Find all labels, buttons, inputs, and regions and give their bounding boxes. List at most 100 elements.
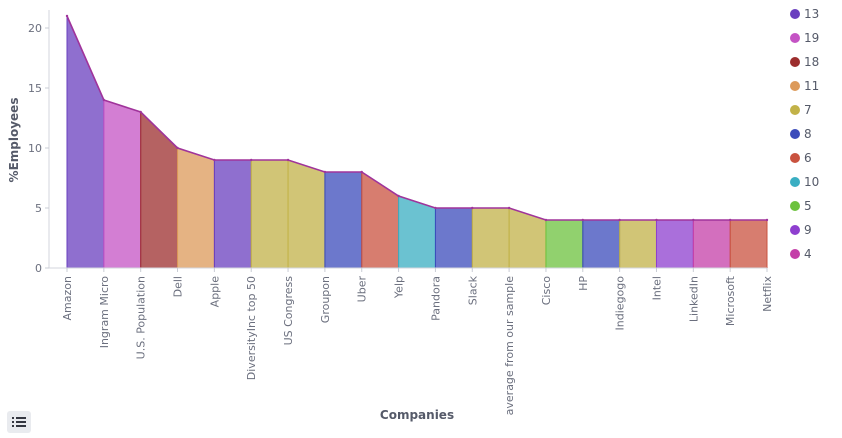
data-point (728, 218, 732, 222)
x-tick-label: Dell (172, 276, 185, 297)
x-tick-label: average from our sample (503, 276, 516, 416)
area-segment-18 (729, 219, 768, 269)
x-tick-label: Slack (466, 275, 479, 305)
data-point (434, 206, 437, 210)
y-tick-label: 10 (28, 142, 42, 155)
list-icon (12, 417, 26, 427)
legend-label: 4 (804, 247, 812, 261)
legend-swatch (790, 81, 800, 91)
legend-label: 10 (804, 175, 819, 189)
x-tick-label: Groupon (319, 276, 332, 323)
legend-swatch (790, 249, 800, 259)
area-segment-17 (692, 219, 731, 269)
data-point (507, 206, 511, 210)
x-tick-label: U.S. Population (135, 276, 148, 359)
legend-label: 7 (804, 103, 812, 117)
legend-swatch (790, 57, 800, 67)
legend-label: 18 (804, 55, 819, 69)
x-tick-label: Apple (208, 276, 221, 308)
legend-item[interactable]: 8 (790, 127, 812, 141)
area-segment-16 (655, 219, 694, 269)
area-segment-2 (140, 110, 179, 269)
data-point (323, 170, 327, 174)
area-segments (65, 14, 769, 269)
area-segment-8 (361, 171, 400, 269)
data-point (581, 218, 584, 222)
legend-item[interactable]: 10 (790, 175, 819, 189)
x-tick-label: HP (577, 276, 590, 291)
legend-item[interactable]: 11 (790, 79, 819, 93)
data-point (397, 194, 400, 198)
x-tick-label: Intel (650, 276, 663, 300)
legend-label: 13 (804, 7, 819, 21)
x-axis-title: Companies (380, 408, 454, 422)
area-segment-15 (619, 219, 657, 269)
legend-label: 11 (804, 79, 819, 93)
data-point (765, 218, 769, 222)
x-tick-label: Yelp (393, 276, 406, 299)
x-tick-label: Pandora (429, 276, 442, 321)
legend-item[interactable]: 7 (790, 103, 812, 117)
area-segment-13 (545, 219, 584, 269)
data-point (176, 146, 179, 150)
legend-label: 9 (804, 223, 812, 237)
x-tick-label: DiversityInc top 50 (245, 276, 258, 380)
data-point (250, 158, 253, 162)
area-segment-11 (471, 207, 510, 269)
area-segment-0 (66, 15, 105, 269)
data-point (286, 158, 290, 162)
x-tick-label: US Congress (282, 276, 295, 346)
area-segment-1 (103, 99, 142, 269)
data-point (692, 218, 695, 222)
legend-label: 19 (804, 31, 819, 45)
legend-item[interactable]: 9 (790, 223, 812, 237)
y-axis: 0 5 10 15 20 (28, 10, 50, 275)
x-tick-label: LinkedIn (687, 276, 700, 322)
area-segment-10 (434, 207, 473, 269)
legend-swatch (790, 9, 800, 19)
legend-swatch (790, 225, 800, 235)
y-tick-label: 20 (28, 22, 42, 35)
x-tick-label: Amazon (61, 276, 74, 320)
legend-item[interactable]: 4 (790, 247, 812, 261)
x-tick-label: Netflix (761, 276, 774, 312)
legend-item[interactable]: 13 (790, 7, 819, 21)
legend-item[interactable]: 5 (790, 199, 812, 213)
area-segment-12 (508, 207, 547, 269)
legend-toggle-button[interactable] (7, 411, 31, 433)
legend-swatch (790, 105, 800, 115)
data-point (102, 98, 106, 102)
data-point (544, 218, 548, 222)
x-tick-label: Cisco (540, 276, 553, 306)
legend-item[interactable]: 6 (790, 151, 812, 165)
data-point (139, 110, 142, 114)
data-point (65, 14, 69, 18)
top-line (66, 15, 767, 221)
x-axis: Amazon Ingram Micro U.S. Population Dell App… (49, 267, 774, 416)
area-segment-5 (250, 159, 289, 269)
legend-item[interactable]: 19 (790, 31, 819, 45)
area-segment-14 (582, 219, 621, 269)
area-segment-3 (177, 147, 215, 269)
data-point (471, 206, 474, 210)
legend-label: 8 (804, 127, 812, 141)
area-segment-4 (213, 159, 252, 269)
x-tick-label: Microsoft (724, 275, 737, 326)
legend-item[interactable]: 18 (790, 55, 819, 69)
legend-swatch (790, 33, 800, 43)
y-axis-title: %Employees (7, 98, 21, 183)
legend-swatch (790, 177, 800, 187)
legend: 13 19 18 11 7 8 6 10 5 9 4 (790, 7, 819, 261)
data-point (360, 170, 363, 174)
data-point (618, 218, 621, 222)
area-segment-7 (324, 171, 363, 269)
area-segment-6 (287, 159, 326, 269)
x-tick-label: Uber (356, 276, 369, 303)
legend-label: 5 (804, 199, 812, 213)
y-tick-label: 0 (35, 262, 42, 275)
legend-label: 6 (804, 151, 812, 165)
data-point (655, 218, 658, 222)
data-point (213, 158, 216, 162)
legend-swatch (790, 153, 800, 163)
